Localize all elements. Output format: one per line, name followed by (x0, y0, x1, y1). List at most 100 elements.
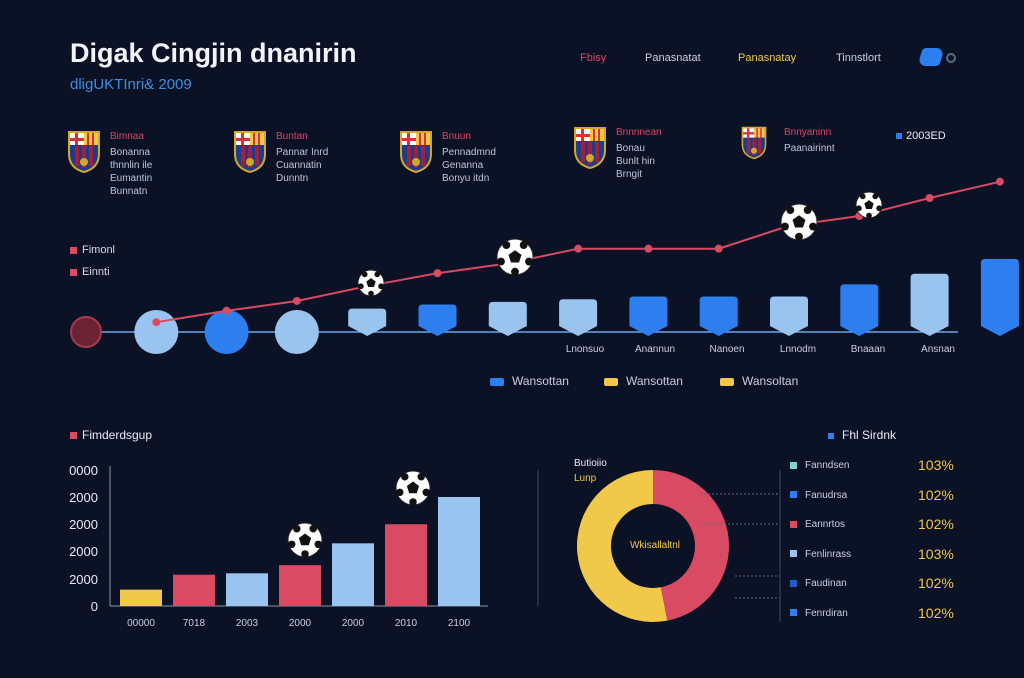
right-legend-header: Fhl Sirdnk (828, 428, 896, 442)
legend-swatch (790, 491, 797, 499)
page-title: Digak Cingjin dnanirin (70, 38, 357, 68)
club-desc-line: Pannar Inrd (276, 147, 329, 158)
top-chart-bar (418, 304, 457, 336)
top-chart-line-point (925, 194, 934, 203)
club-desc-line: Brngit (616, 169, 643, 180)
club-desc-line: Bonanna (110, 147, 151, 158)
bottom-chart-bar (120, 589, 162, 606)
club-name: Bnnnnean (616, 127, 662, 138)
bottom-chart-x-tick-label: 2010 (395, 618, 418, 629)
nav-item-1[interactable]: Fbisy (580, 52, 607, 64)
club-desc-line: Cuannatin (276, 160, 322, 171)
top-chart-x-tick-label: Bnaaan (851, 344, 885, 355)
soccer-ball-icon (287, 522, 323, 558)
club-desc-line: Bonyu itdn (442, 173, 490, 184)
top-chart-line-point (995, 177, 1004, 186)
nav-item-3[interactable]: Panasnatay (738, 52, 797, 64)
soccer-ball-icon (855, 191, 883, 219)
top-chart-bar (980, 258, 1019, 336)
right-legend-pct: 102% (918, 516, 954, 532)
donut-slice (576, 470, 668, 622)
top-chart-bar (629, 296, 668, 336)
section-marker-icon (70, 432, 77, 440)
right-legend-label: Fanndsen (805, 460, 850, 471)
top-chart-x-tick-label: Nanoen (709, 344, 744, 355)
bottom-chart-bar (332, 543, 374, 606)
side-legend-item-1: Fimonl (70, 244, 115, 256)
top-chart-bar (699, 296, 738, 336)
top-chart-line-point (574, 244, 583, 253)
top-chart-x-tick-label: Ansnan (921, 344, 955, 355)
right-legend-label: Fanudrsa (805, 489, 848, 501)
legend-label: Wansottan (626, 374, 683, 388)
donut-subtitle: Lunp (574, 473, 597, 484)
club-name: Buntan (276, 131, 308, 142)
bottom-chart-x-tick-label: 00000 (127, 618, 155, 629)
donut-title: Butioiio (574, 458, 607, 469)
bottom-chart-x-tick-label: 7018 (183, 618, 206, 629)
legend-label: Wansoltan (742, 374, 799, 388)
bottom-chart-bar (279, 565, 321, 606)
bottom-chart-y-tick-label: 2000 (69, 544, 98, 559)
right-legend-pct: 102% (918, 486, 954, 503)
top-right-stat: 2003ED (906, 130, 946, 142)
legend-swatch (490, 377, 504, 386)
right-legend-pct: 103% (918, 457, 954, 473)
club-desc-line: Bunnatn (110, 186, 148, 197)
top-chart-bar (488, 301, 527, 336)
top-chart-line-point (222, 306, 231, 315)
top-chart-line-point (433, 269, 442, 278)
right-legend-item: Faudinan (790, 578, 847, 589)
legend-item-3: Wansoltan (720, 374, 798, 388)
bottom-chart-bar (438, 497, 480, 606)
nav-item-4[interactable]: Tinnstlort (836, 52, 881, 64)
top-chart-line-point (152, 318, 161, 327)
status-dot-icon (946, 53, 956, 63)
top-chart-x-tick-label: Lnnodm (780, 344, 816, 355)
bottom-chart-y-tick-label: 0 (91, 599, 98, 614)
club-crest-icon (66, 130, 102, 179)
top-chart-line-point (292, 296, 301, 305)
legend-swatch (70, 246, 77, 254)
top-chart-bar (840, 284, 879, 336)
stat-marker-icon (896, 133, 902, 139)
top-chart-bar (348, 308, 387, 336)
legend-swatch (720, 377, 734, 386)
header-marker-icon (828, 432, 834, 439)
bottom-chart-y-tick-label: 2000 (69, 517, 98, 532)
legend-swatch (790, 550, 797, 558)
soccer-ball-icon (780, 203, 818, 241)
bottom-chart-bar (173, 574, 215, 606)
club-desc-line: Eumantin (110, 173, 153, 184)
right-legend-pct: 103% (918, 545, 954, 562)
bottom-chart-bar (226, 573, 268, 606)
club-desc-line: thnnlin ile (110, 160, 153, 171)
donut-slice (653, 470, 729, 621)
club-desc-line: Genanna (442, 160, 484, 171)
bottom-chart-y-tick-label: 0000 (69, 463, 98, 478)
legend-swatch (790, 461, 797, 469)
club-crest-icon (572, 126, 608, 175)
bottom-chart-x-tick-label: 2100 (448, 618, 471, 629)
soccer-ball-icon (496, 238, 534, 276)
top-chart-x-tick-label: Anannun (635, 344, 675, 355)
right-legend-item: Fenlinrass (790, 549, 851, 560)
club-desc-line: Dunntn (276, 173, 309, 184)
side-legend-label: Fimonl (82, 244, 116, 256)
right-legend-label: Faudinan (805, 578, 847, 589)
bottom-chart-y-tick-label: 2000 (69, 490, 98, 505)
top-chart-x-tick-label: Lnonsuo (566, 344, 605, 355)
right-legend-header-label: Fhl Sirdnk (842, 428, 897, 442)
right-legend-pct: 102% (918, 604, 954, 621)
top-chart-bar (770, 296, 808, 336)
club-name: Bnuun (442, 131, 471, 142)
club-desc-line: Paanairinnt (784, 143, 835, 154)
bottom-section-title: Fimderdsgup (70, 428, 152, 442)
legend-swatch (790, 609, 797, 617)
legend-label: Wansottan (512, 374, 569, 388)
legend-item-2: Wansottan (604, 374, 683, 388)
club-crest-icon (740, 126, 768, 165)
top-chart-line-point (714, 244, 723, 253)
nav-item-2[interactable]: Panasnatat (645, 52, 701, 64)
